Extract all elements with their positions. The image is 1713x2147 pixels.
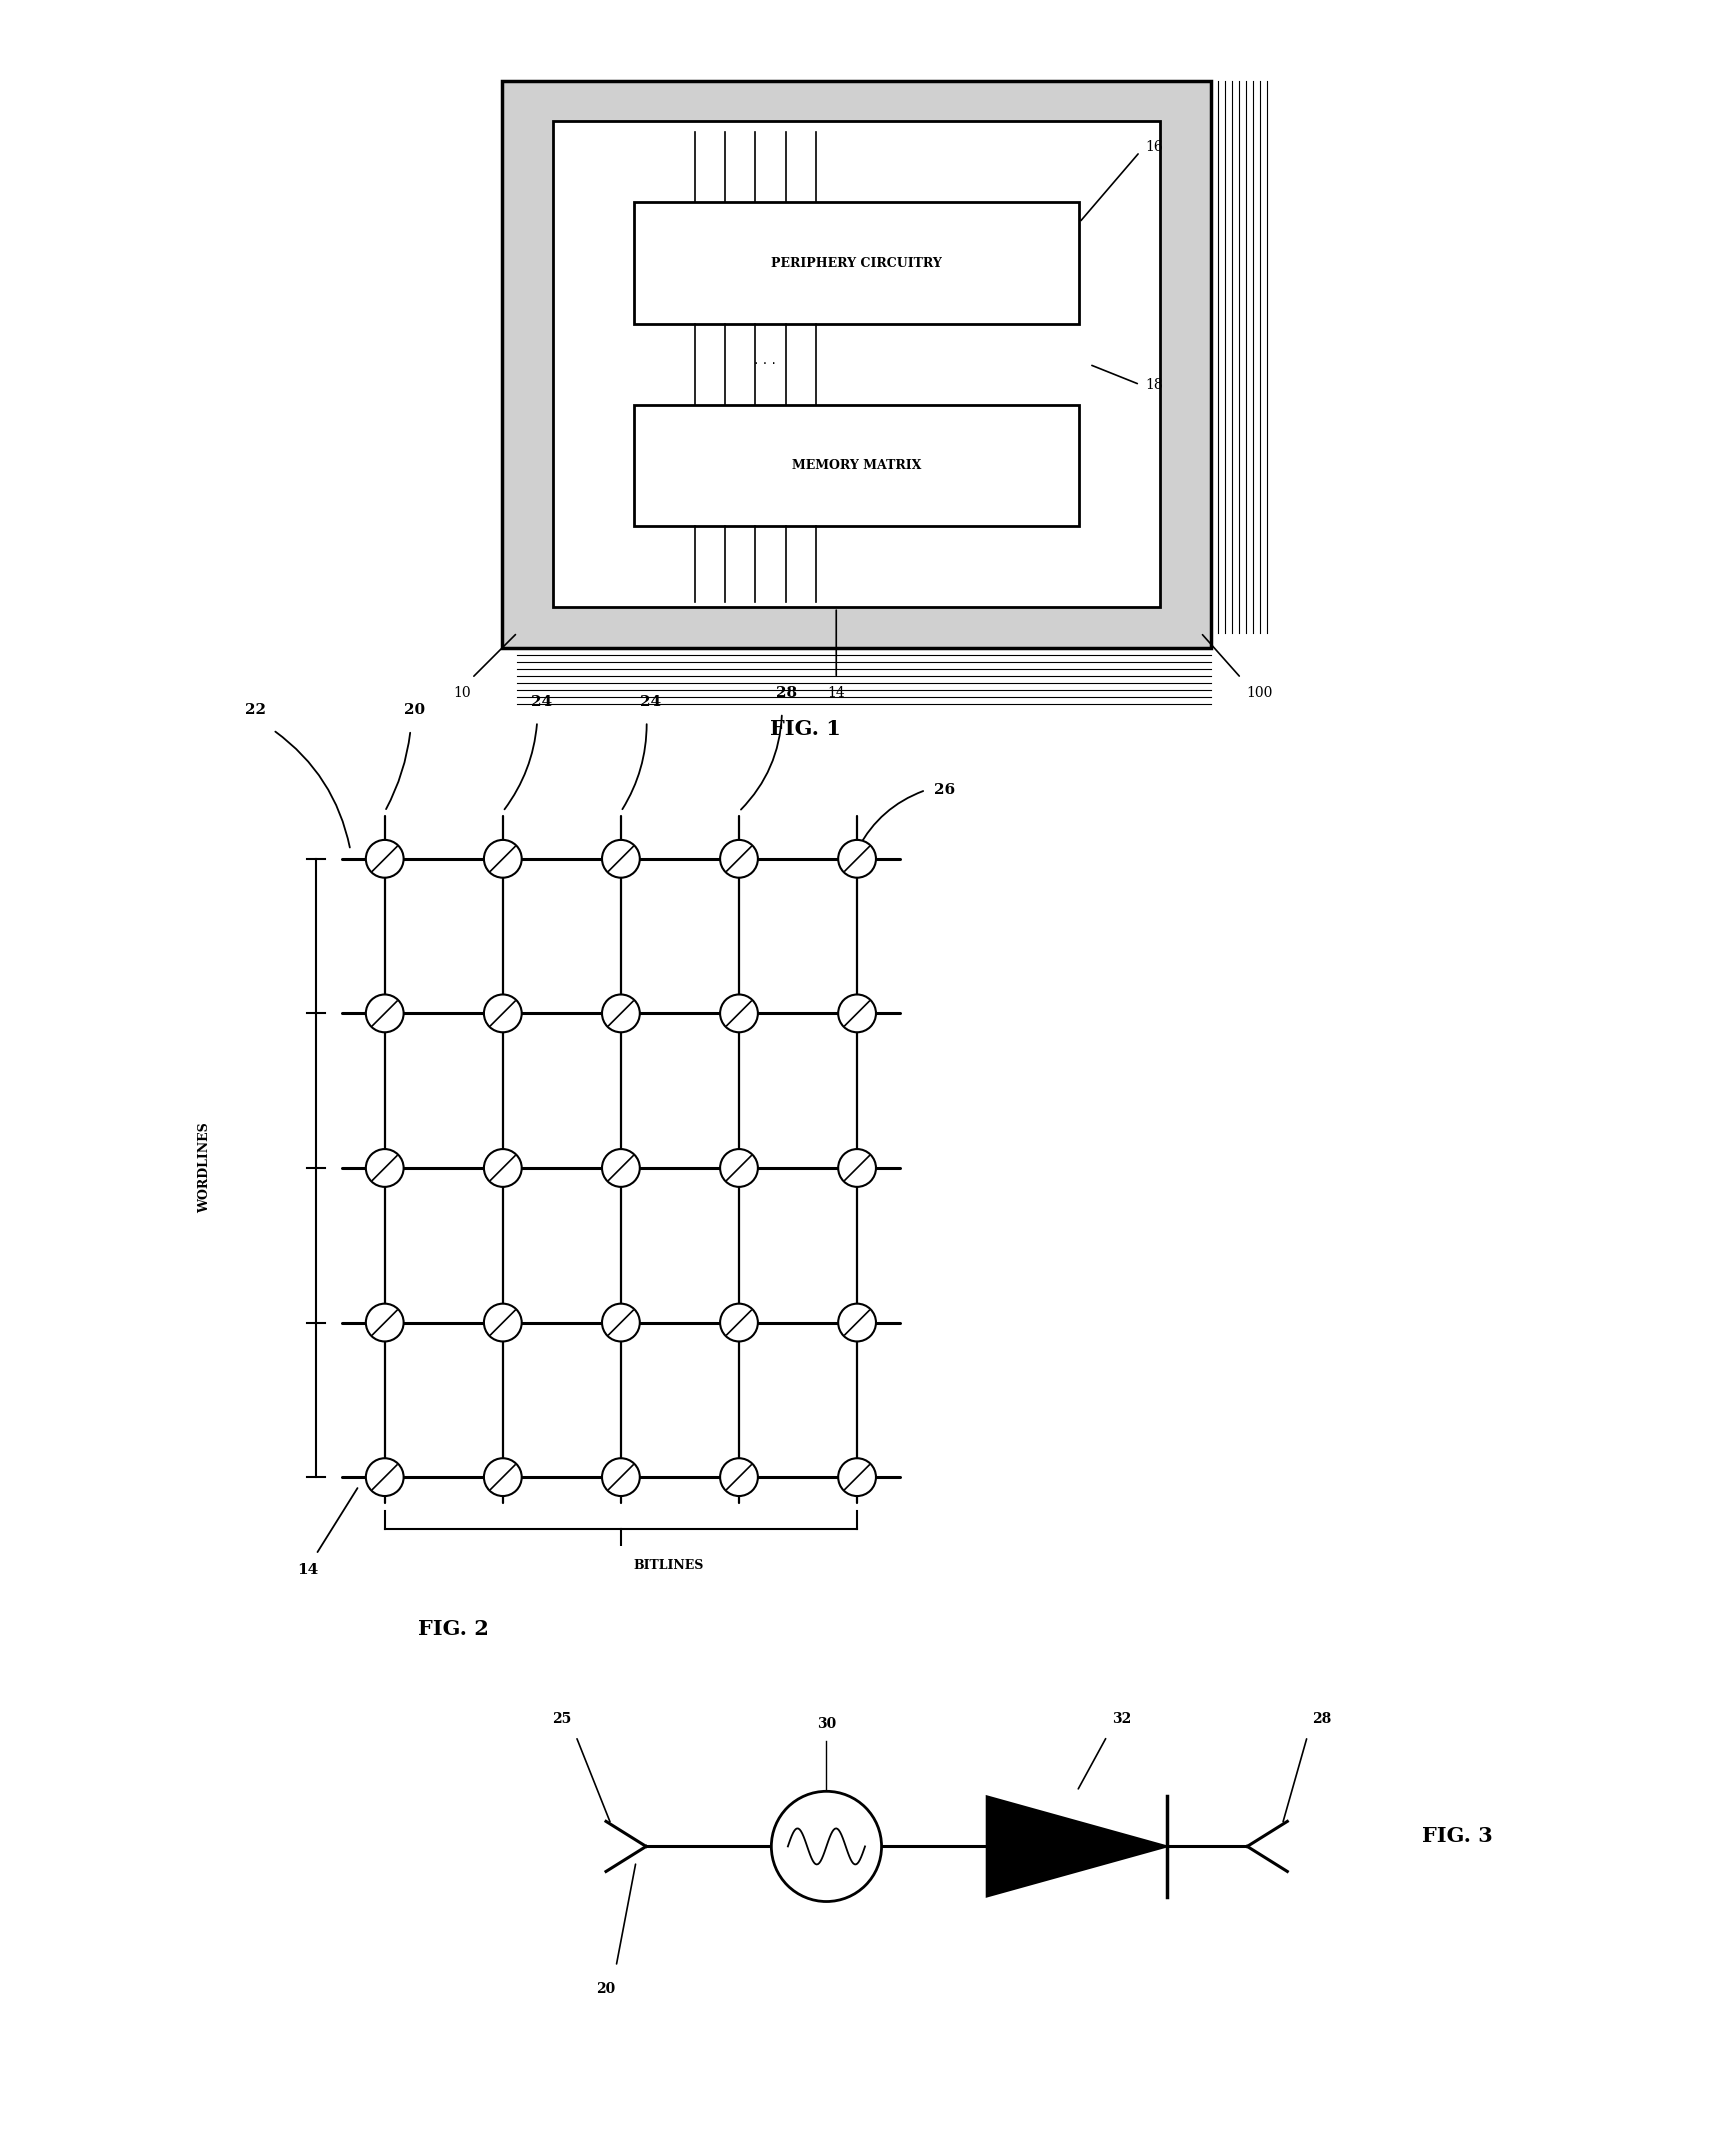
Circle shape (485, 1458, 522, 1496)
Text: MEMORY MATRIX: MEMORY MATRIX (791, 459, 922, 472)
Text: 24: 24 (641, 693, 661, 709)
Text: 26: 26 (934, 784, 956, 797)
Text: 20: 20 (404, 702, 425, 717)
Bar (634, 406, 1079, 526)
Text: 25: 25 (552, 1711, 570, 1726)
Text: WORDLINES: WORDLINES (199, 1123, 211, 1213)
Bar (553, 122, 1160, 608)
Text: 10: 10 (452, 687, 471, 700)
Circle shape (601, 1303, 639, 1342)
Circle shape (719, 1303, 757, 1342)
Circle shape (367, 1303, 404, 1342)
Text: 20: 20 (596, 1982, 615, 1997)
Circle shape (771, 1791, 882, 1902)
Text: FIG. 1: FIG. 1 (771, 719, 841, 739)
Circle shape (367, 839, 404, 878)
Circle shape (601, 839, 639, 878)
Text: 28: 28 (1312, 1711, 1331, 1726)
Circle shape (485, 839, 522, 878)
Circle shape (485, 994, 522, 1033)
Circle shape (601, 1458, 639, 1496)
Circle shape (838, 1458, 875, 1496)
Text: 18: 18 (1144, 378, 1163, 391)
Circle shape (601, 994, 639, 1033)
Bar (502, 82, 1211, 648)
Circle shape (838, 839, 875, 878)
Text: 32: 32 (1112, 1711, 1131, 1726)
Text: FIG. 3: FIG. 3 (1422, 1827, 1494, 1846)
Text: PERIPHERY CIRCUITRY: PERIPHERY CIRCUITRY (771, 258, 942, 271)
Text: FIG. 2: FIG. 2 (418, 1619, 488, 1638)
Circle shape (838, 994, 875, 1033)
Text: BITLINES: BITLINES (634, 1559, 704, 1572)
Circle shape (367, 994, 404, 1033)
Circle shape (719, 839, 757, 878)
Text: 14: 14 (296, 1563, 319, 1578)
Circle shape (601, 1149, 639, 1187)
Circle shape (485, 1149, 522, 1187)
Circle shape (719, 1149, 757, 1187)
Text: · · ·: · · · (754, 356, 776, 371)
Circle shape (838, 1303, 875, 1342)
Text: 22: 22 (245, 702, 267, 717)
Text: 30: 30 (817, 1718, 836, 1730)
Circle shape (367, 1458, 404, 1496)
Circle shape (719, 994, 757, 1033)
Circle shape (367, 1149, 404, 1187)
Text: 100: 100 (1245, 687, 1273, 700)
Text: 28: 28 (776, 685, 797, 700)
Text: 14: 14 (827, 687, 845, 700)
Text: 16: 16 (1144, 140, 1163, 155)
Text: 24: 24 (531, 693, 552, 709)
Circle shape (485, 1303, 522, 1342)
Circle shape (719, 1458, 757, 1496)
Polygon shape (987, 1797, 1167, 1896)
Circle shape (838, 1149, 875, 1187)
Bar (634, 202, 1079, 324)
